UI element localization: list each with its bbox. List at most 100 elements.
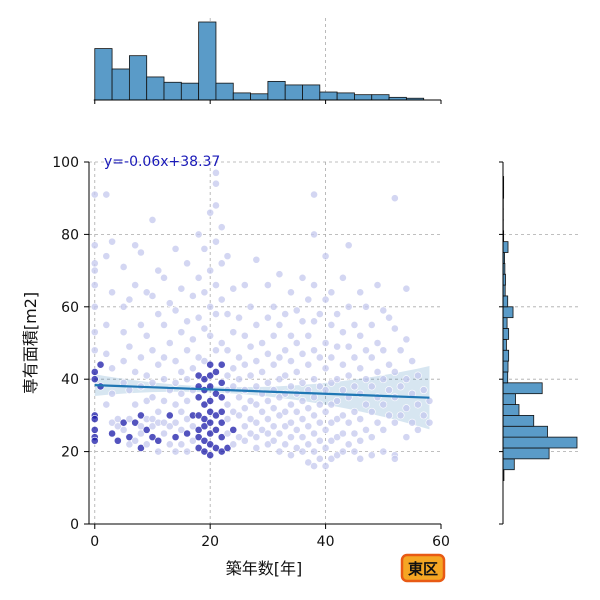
scatter-point bbox=[408, 418, 417, 427]
regression-confidence-band bbox=[94, 366, 430, 430]
scatter-point bbox=[217, 223, 226, 232]
scatter-point bbox=[321, 425, 330, 434]
scatter-point bbox=[194, 313, 203, 322]
scatter-point bbox=[275, 429, 284, 438]
scatter-point bbox=[252, 357, 261, 365]
y-tick-label: 0 bbox=[70, 517, 79, 533]
scatter-point bbox=[246, 371, 255, 380]
scatter-point bbox=[125, 295, 134, 304]
scatter-point bbox=[125, 342, 134, 351]
scatter-point bbox=[206, 302, 215, 311]
scatter-point bbox=[102, 252, 111, 261]
scatter-point bbox=[263, 440, 272, 449]
scatter-point bbox=[269, 360, 278, 369]
scatter-point bbox=[263, 349, 272, 358]
scatter-point bbox=[200, 288, 209, 297]
scatter-point bbox=[287, 382, 295, 391]
scatter-point bbox=[339, 360, 347, 369]
scatter-point bbox=[108, 418, 116, 427]
scatter-point bbox=[269, 422, 278, 431]
scatter-point bbox=[339, 386, 347, 394]
scatter-point bbox=[402, 375, 411, 384]
scatter-point bbox=[183, 397, 191, 405]
scatter-point bbox=[206, 429, 215, 438]
x-tick-label: 20 bbox=[201, 534, 219, 550]
scatter-point bbox=[304, 331, 313, 340]
scatter-point bbox=[350, 320, 359, 329]
district-badge-label: 東区 bbox=[408, 560, 438, 578]
scatter-point bbox=[269, 302, 278, 311]
scatter-point bbox=[310, 411, 318, 420]
scatter-point bbox=[315, 382, 324, 391]
scatter-point bbox=[252, 444, 261, 452]
scatter-points bbox=[90, 168, 434, 470]
scatter-point bbox=[217, 433, 226, 442]
scatter-point bbox=[298, 433, 307, 442]
scatter-point bbox=[275, 320, 284, 329]
scatter-point bbox=[229, 284, 238, 293]
scatter-point bbox=[362, 375, 370, 384]
scatter-point bbox=[229, 407, 238, 416]
top-hist-bar bbox=[94, 48, 113, 101]
scatter-point bbox=[327, 418, 336, 427]
scatter-point bbox=[298, 415, 307, 423]
right-hist-bar bbox=[502, 328, 510, 340]
scatter-point bbox=[327, 400, 336, 409]
scatter-point bbox=[229, 440, 238, 449]
scatter-point bbox=[131, 418, 140, 427]
scatter-point bbox=[287, 451, 295, 460]
scatter-point bbox=[373, 368, 382, 376]
scatter-point bbox=[206, 451, 215, 460]
scatter-point bbox=[148, 378, 157, 387]
scatter-point bbox=[212, 444, 220, 452]
scatter-point bbox=[90, 436, 99, 445]
scatter-point bbox=[287, 418, 295, 427]
scatter-point bbox=[148, 346, 157, 355]
scatter-point bbox=[252, 433, 261, 442]
scatter-point bbox=[292, 368, 301, 376]
regression-line-layer bbox=[94, 384, 430, 399]
regression-line bbox=[94, 384, 430, 399]
scatter-point bbox=[298, 447, 307, 456]
scatter-point bbox=[217, 360, 226, 369]
scatter-point bbox=[356, 331, 365, 340]
scatter-point bbox=[119, 425, 128, 434]
scatter-point bbox=[269, 404, 278, 413]
scatter-point bbox=[344, 241, 353, 250]
scatter-point bbox=[310, 230, 318, 239]
main-axes: 0 20 40 60 0 20 40 60 80 100 bbox=[52, 155, 450, 550]
scatter-point bbox=[252, 400, 261, 409]
top-hist-bar bbox=[302, 84, 321, 101]
scatter-point bbox=[281, 440, 290, 449]
scatter-point bbox=[148, 433, 157, 442]
scatter-point bbox=[385, 386, 393, 394]
district-badge: 東区 bbox=[400, 553, 446, 583]
right-hist-bar bbox=[502, 458, 515, 471]
scatter-point bbox=[171, 400, 180, 409]
top-hist-bar bbox=[146, 76, 165, 101]
scatter-point bbox=[212, 411, 220, 420]
scatter-point bbox=[240, 281, 249, 289]
top-hist-bar bbox=[163, 81, 182, 101]
right-hist-bar bbox=[502, 371, 509, 384]
scatter-point bbox=[304, 458, 313, 467]
y-tick-label: 20 bbox=[61, 445, 79, 461]
scatter-point bbox=[177, 389, 186, 398]
scatter-point bbox=[131, 368, 140, 376]
scatter-point bbox=[263, 281, 272, 289]
top-hist-bar bbox=[336, 92, 355, 101]
scatter-point bbox=[223, 415, 232, 423]
scatter-point bbox=[379, 425, 388, 434]
scatter-point bbox=[356, 436, 365, 445]
scatter-point bbox=[125, 440, 134, 449]
scatter-point bbox=[90, 190, 99, 199]
scatter-point bbox=[131, 400, 140, 409]
scatter-point bbox=[200, 400, 209, 409]
scatter-point bbox=[142, 440, 151, 449]
scatter-point bbox=[258, 407, 267, 416]
scatter-point bbox=[339, 328, 347, 337]
scatter-point bbox=[212, 179, 220, 188]
scatter-point bbox=[258, 425, 267, 434]
scatter-point bbox=[137, 353, 145, 362]
right-hist-bar bbox=[502, 414, 535, 427]
